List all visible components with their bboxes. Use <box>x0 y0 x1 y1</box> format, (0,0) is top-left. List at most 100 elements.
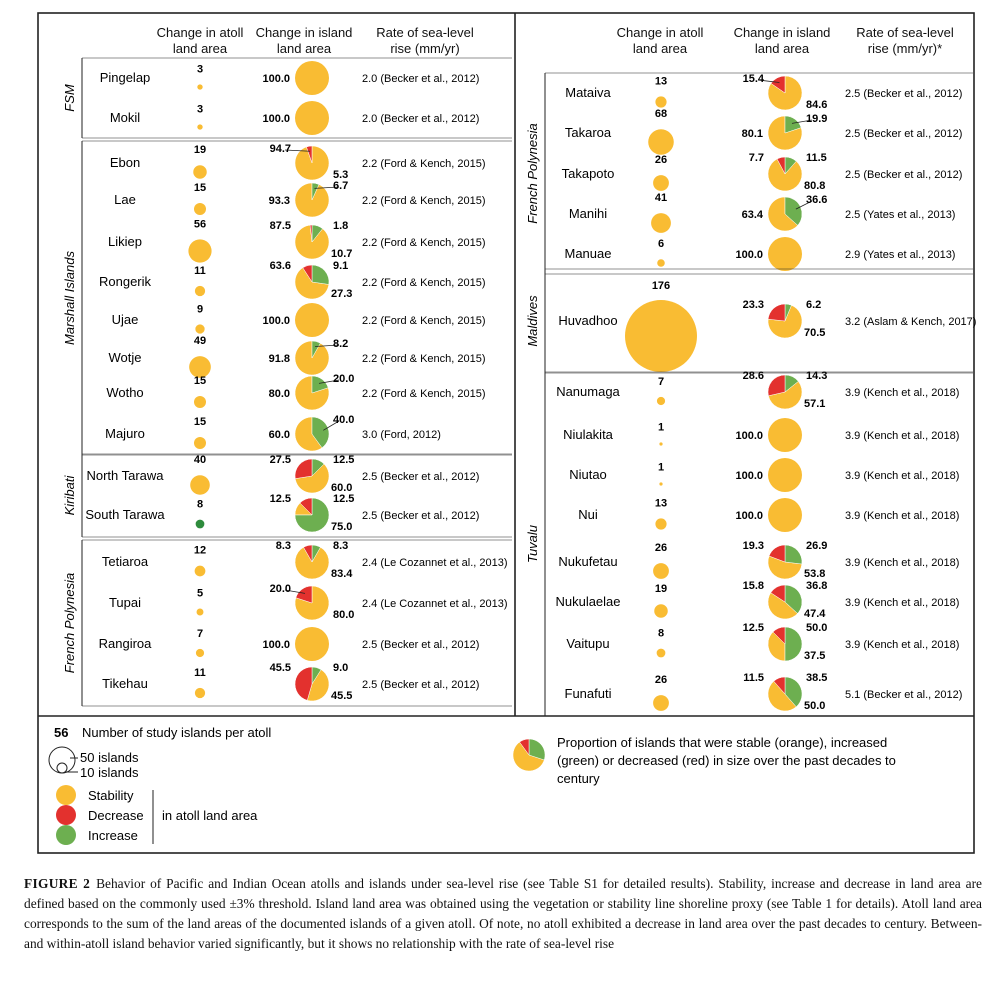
row-ujae-count: 9 <box>197 303 203 315</box>
row-ebon-count: 19 <box>194 144 206 156</box>
row-nukufetau-slr: 3.9 (Kench et al., 2018) <box>845 557 959 569</box>
row-mataiva: Mataiva 13 15.4 84.6 2.5 (Becker et al., 201… <box>565 73 962 111</box>
row-takaroa-label-increase: 19.9 <box>806 113 827 125</box>
region-marshall-islands-chart-left: Marshall Islands <box>62 251 77 345</box>
row-niulakita: Niulakita 1 100.0 3.9 (Kench et al., 2018) <box>563 418 959 452</box>
row-wotho-label-increase: 20.0 <box>333 373 354 385</box>
row-huvadhoo-atoll-circle <box>625 300 697 372</box>
row-tetiaroa-label-decrease: 8.3 <box>276 540 291 552</box>
legend-increase-swatch <box>56 825 76 845</box>
row-south-tarawa-name: South Tarawa <box>85 507 165 522</box>
row-tikehau: Tikehau 11 45.5 9.0 45.5 2.5 (Becker et al., … <box>102 662 479 702</box>
row-mokil-pie-stable-slice <box>295 101 329 135</box>
row-north-tarawa-name: North Tarawa <box>86 468 164 483</box>
figure-canvas: Change in atoll land area Change in islan… <box>37 12 976 854</box>
row-nui-slr: 3.9 (Kench et al., 2018) <box>845 510 959 522</box>
row-niulakita-pie-stable-slice <box>768 418 802 452</box>
row-lae-pie-increase-slice <box>311 182 320 201</box>
row-nanumaga-name: Nanumaga <box>556 384 620 399</box>
row-wotho-name: Wotho <box>106 385 143 400</box>
region-fsm-chart-left: FSM <box>62 84 77 112</box>
row-rongerik-slr: 2.2 (Ford & Kench, 2015) <box>362 277 486 289</box>
row-huvadhoo-pie-stable-slice <box>767 304 803 339</box>
row-rangiroa-label-stable: 100.0 <box>262 639 290 651</box>
row-tupai-label-stable: 80.0 <box>333 609 354 621</box>
row-manihi-label-increase: 36.6 <box>806 194 827 206</box>
row-north-tarawa-atoll-circle <box>190 475 210 495</box>
row-tetiaroa-name: Tetiaroa <box>102 554 149 569</box>
row-south-tarawa-label-decrease: 12.5 <box>270 493 291 505</box>
row-manuae-name: Manuae <box>565 246 612 261</box>
row-nukulaelae-name: Nukulaelae <box>555 594 620 609</box>
row-nui-label-stable: 100.0 <box>735 510 763 522</box>
row-niutao: Niutao 1 100.0 3.9 (Kench et al., 2018) <box>569 458 959 492</box>
row-mokil-atoll-circle <box>197 124 203 130</box>
row-nukulaelae: Nukulaelae 19 15.8 36.8 47.4 3.9 (Kench et al… <box>555 580 959 620</box>
row-funafuti-count: 26 <box>655 674 667 686</box>
legend-size-50-label: 50 islands <box>80 750 139 765</box>
row-wotje-slr: 2.2 (Ford & Kench, 2015) <box>362 353 486 365</box>
row-takapoto-pie-stable-slice <box>767 158 803 192</box>
row-nukufetau-pie-stable-slice <box>767 555 803 580</box>
row-vaitupu-name: Vaitupu <box>566 636 609 651</box>
row-rangiroa-count: 7 <box>197 628 203 640</box>
row-nui-pie-stable-slice <box>768 498 802 532</box>
row-vaitupu-pie-decrease-slice <box>772 626 786 645</box>
row-north-tarawa-label-decrease: 27.5 <box>270 454 291 466</box>
row-north-tarawa-label-increase: 12.5 <box>333 454 354 466</box>
row-mataiva-label-decrease: 15.4 <box>743 73 765 85</box>
row-takaroa-pie-increase-slice <box>784 115 802 134</box>
row-ujae-atoll-circle <box>195 324 205 334</box>
row-nukulaelae-pie-decrease-slice <box>770 584 786 603</box>
row-lae-slr: 2.2 (Ford & Kench, 2015) <box>362 195 486 207</box>
row-huvadhoo-name: Huvadhoo <box>558 313 617 328</box>
figure-frame <box>37 12 975 854</box>
region-french-polynesia-chart-left: French Polynesia <box>62 573 77 673</box>
row-lae: Lae 15 93.3 6.7 2.2 (Ford & Kench, 2015) <box>114 180 486 218</box>
row-wotje-label-stable: 91.8 <box>269 353 290 365</box>
row-niulakita-name: Niulakita <box>563 427 614 442</box>
row-tupai-pie-decrease-slice <box>295 585 313 604</box>
region-french-polynesia-chart-right: French Polynesia <box>525 123 540 223</box>
row-takaroa-slr: 2.5 (Becker et al., 2012) <box>845 128 962 140</box>
row-wotje-name: Wotje <box>109 350 142 365</box>
row-ebon: Ebon 19 94.7 5.3 2.2 (Ford & Kench, 2015) <box>110 143 486 181</box>
row-vaitupu-label-stable: 37.5 <box>804 650 825 662</box>
row-takaroa: Takaroa 68 80.1 19.9 2.5 (Becker et al., 201… <box>565 108 962 155</box>
row-takapoto-slr: 2.5 (Becker et al., 2012) <box>845 169 962 181</box>
row-takapoto-atoll-circle <box>653 175 669 191</box>
row-pingelap: Pingelap 3 100.0 2.0 (Becker et al., 2012) <box>100 61 479 95</box>
row-takapoto: Takapoto 26 7.7 11.5 80.8 2.5 (Becker et al.,… <box>562 152 963 192</box>
row-tupai-name: Tupai <box>109 595 141 610</box>
caption-label: FIGURE 2 <box>24 876 91 891</box>
region-kiribati-chart-left: Kiribati <box>62 475 77 516</box>
row-lae-count: 15 <box>194 182 206 194</box>
row-nukufetau-count: 26 <box>655 542 667 554</box>
row-tikehau-slr: 2.5 (Becker et al., 2012) <box>362 679 479 691</box>
row-north-tarawa-slr: 2.5 (Becker et al., 2012) <box>362 471 479 483</box>
row-huvadhoo: Huvadhoo 176 23.3 6.2 70.5 3.2 (Aslam & Kench… <box>558 280 976 372</box>
row-takapoto-label-stable: 80.8 <box>804 180 825 192</box>
row-pingelap-slr: 2.0 (Becker et al., 2012) <box>362 73 479 85</box>
row-manihi-count: 41 <box>655 192 667 204</box>
row-nui-name: Nui <box>578 507 598 522</box>
row-likiep-label-stable: 10.7 <box>331 248 352 260</box>
row-nukulaelae-label-decrease: 15.8 <box>743 580 764 592</box>
row-huvadhoo-label-decrease: 23.3 <box>743 299 764 311</box>
row-majuro-pie-stable-slice <box>294 416 323 452</box>
row-ujae-pie-stable-slice <box>295 303 329 337</box>
row-nanumaga-label-stable: 57.1 <box>804 398 825 410</box>
row-niulakita-label-stable: 100.0 <box>735 430 763 442</box>
row-nanumaga: Nanumaga 7 28.6 14.3 57.1 3.9 (Kench et al., … <box>556 370 959 410</box>
row-likiep-atoll-circle <box>188 239 212 263</box>
row-nukufetau-label-increase: 26.9 <box>806 540 827 552</box>
row-funafuti-pie-increase-slice <box>784 676 803 708</box>
row-mataiva-label-stable: 84.6 <box>806 99 827 111</box>
row-huvadhoo-pie-decrease-slice <box>767 303 786 322</box>
row-mokil: Mokil 3 100.0 2.0 (Becker et al., 2012) <box>110 101 479 135</box>
row-south-tarawa-label-increase: 12.5 <box>333 493 354 505</box>
row-tetiaroa-pie-stable-slice <box>294 546 330 580</box>
row-nanumaga-label-decrease: 28.6 <box>743 370 764 382</box>
row-tikehau-label-decrease: 45.5 <box>270 662 291 674</box>
row-vaitupu-pie-stable-slice <box>767 631 786 662</box>
